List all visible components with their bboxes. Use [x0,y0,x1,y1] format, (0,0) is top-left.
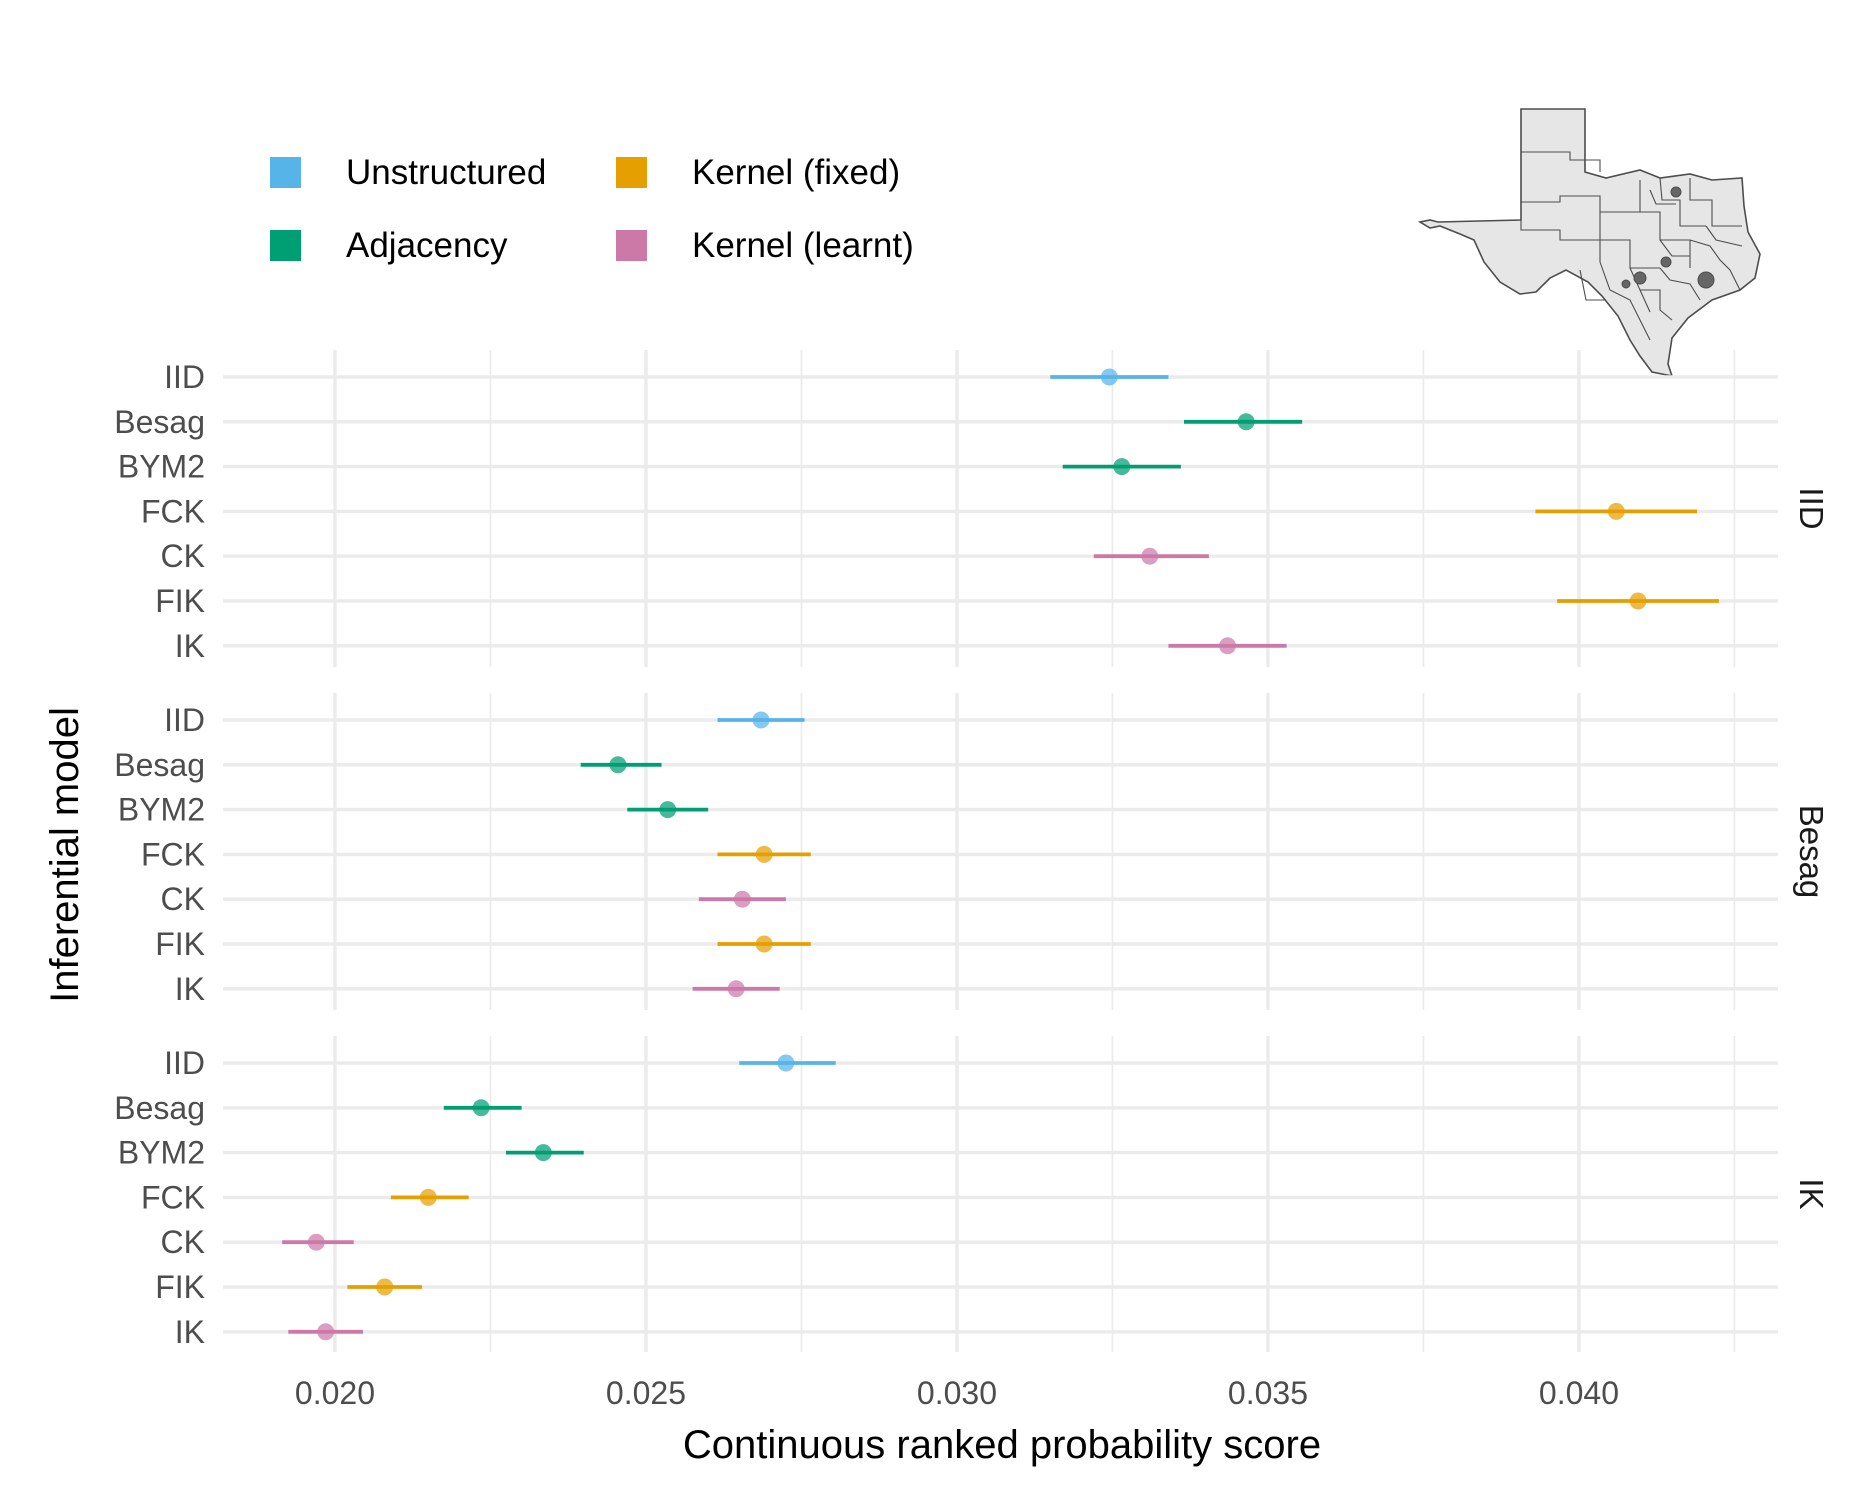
y-tick-label: FIK [155,926,205,962]
facet-panel-ik: IID Besag BYM2 FCK CK FIK IK IK [114,1036,1830,1352]
legend-label-kernel-fixed: Kernel (fixed) [692,153,900,192]
x-tick-label: 0.040 [1539,1375,1619,1411]
point-fik [376,1278,394,1296]
point-iid [777,1054,795,1072]
plot-area: IID Besag BYM2 FCK CK FIK IK IID IID Besag BYM2 FCK… [114,350,1830,1411]
point-bym2 [1113,458,1131,476]
x-axis-title: Continuous ranked probability score [683,1423,1321,1467]
y-tick-label: FIK [155,583,205,619]
facet-panel-iid: IID Besag BYM2 FCK CK FIK IK IID [114,350,1830,667]
point-besag [472,1099,490,1117]
point-iid [752,711,770,729]
facet-strip-label: IK [1793,1178,1830,1209]
legend-label-unstructured: Unstructured [346,153,546,192]
y-tick-label: IID [164,1045,205,1081]
y-tick-label: FIK [155,1269,205,1305]
legend-key-unstructured [270,157,301,188]
legend-key-adjacency [270,230,301,261]
legend: Unstructured Kernel (fixed) Adjacency Kerne… [270,153,914,265]
x-tick-label: 0.030 [917,1375,997,1411]
point-iid [1100,368,1118,386]
x-tick-label: 0.020 [295,1375,375,1411]
texas-map-icon [1417,108,1761,378]
y-tick-label: CK [161,538,205,574]
point-fik [1629,592,1647,610]
point-bym2 [534,1144,552,1162]
facet-strip-label: Besag [1793,805,1830,899]
y-tick-label: IK [175,628,205,664]
point-ik [1219,637,1237,655]
point-ik [727,980,745,998]
y-tick-label: IK [175,1314,205,1350]
y-tick-label: BYM2 [118,1135,205,1171]
y-tick-label: CK [161,881,205,917]
y-tick-label: FCK [141,1179,205,1215]
legend-key-kernel-fixed [616,157,647,188]
point-besag [1237,413,1255,431]
facet-strip-label: IID [1793,487,1830,529]
y-tick-label: Besag [114,404,205,440]
y-tick-label: IID [164,702,205,738]
y-tick-label: FCK [141,836,205,872]
legend-key-kernel-learnt [616,230,647,261]
y-tick-label: Besag [114,1090,205,1126]
point-fck [755,845,773,863]
y-tick-label: Besag [114,747,205,783]
y-axis-title: Inferential model [43,707,87,1003]
facet-panel-besag: IID Besag BYM2 FCK CK FIK IK Besag [114,693,1830,1010]
x-tick-label: 0.035 [1228,1375,1308,1411]
y-tick-label: IID [164,359,205,395]
y-tick-label: BYM2 [118,792,205,828]
point-fik [755,935,773,953]
x-tick-label: 0.025 [606,1375,686,1411]
point-besag [609,756,627,774]
point-ck [733,890,751,908]
point-fck [1607,502,1625,520]
point-fck [419,1188,437,1206]
y-tick-label: BYM2 [118,449,205,485]
y-tick-label: CK [161,1224,205,1260]
legend-label-adjacency: Adjacency [346,226,508,265]
point-ck [1141,547,1159,565]
legend-label-kernel-learnt: Kernel (learnt) [692,226,914,265]
y-tick-label: FCK [141,493,205,529]
y-tick-label: IK [175,971,205,1007]
point-bym2 [659,801,677,819]
point-ck [307,1233,325,1251]
point-ik [317,1323,335,1341]
